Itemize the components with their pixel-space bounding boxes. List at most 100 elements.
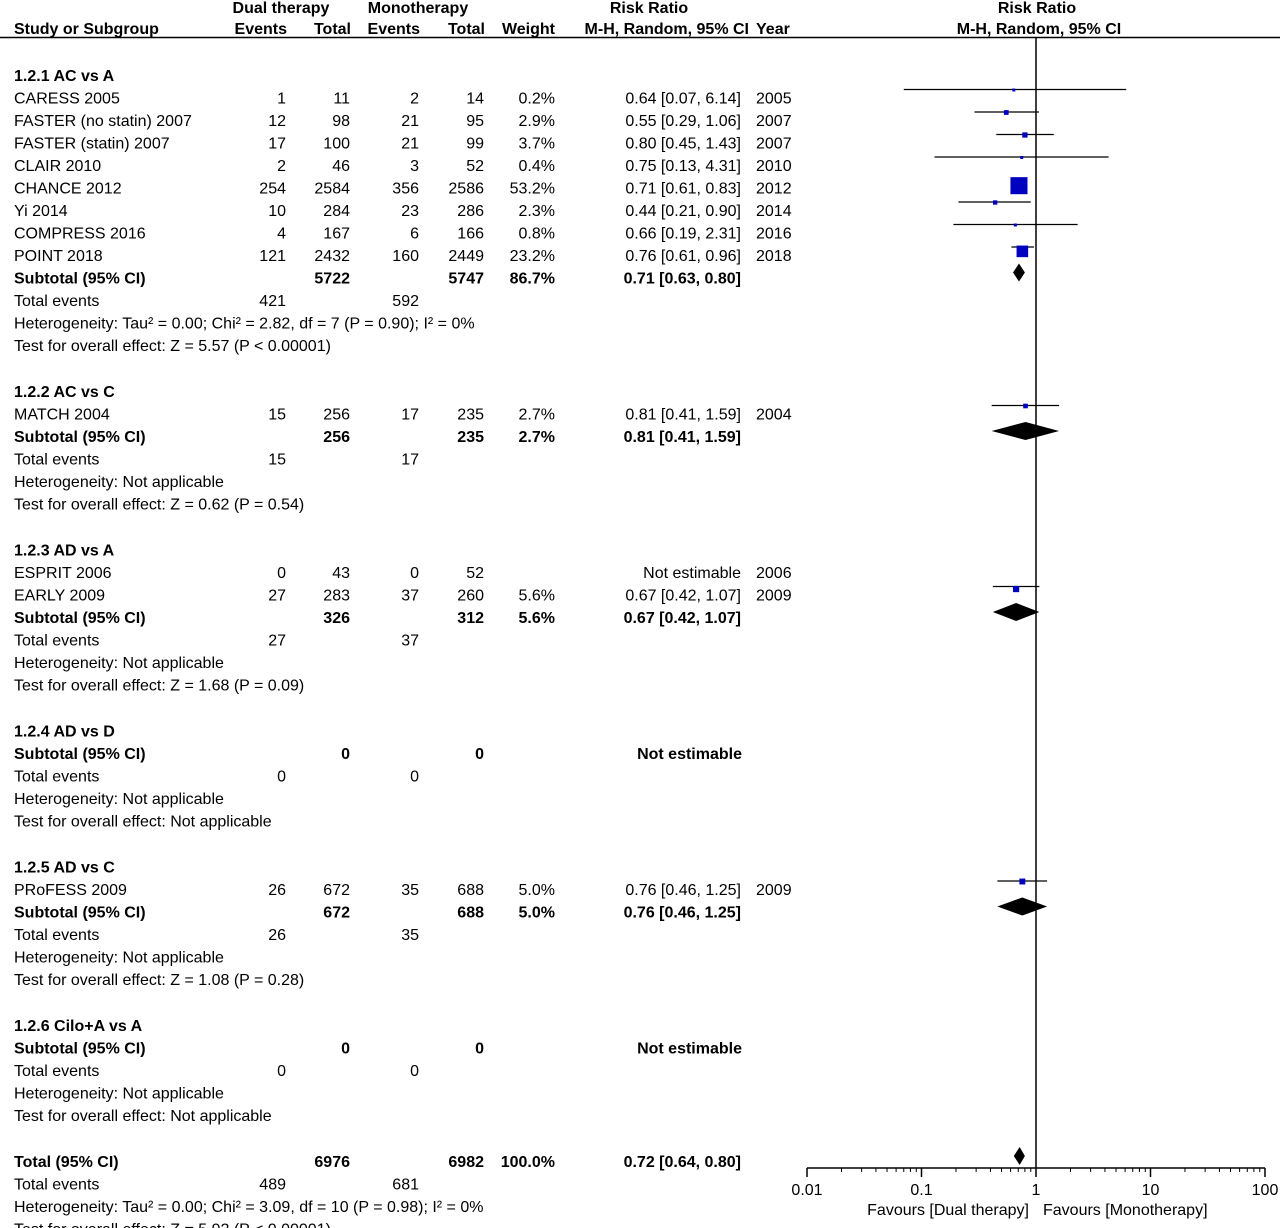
x-tick-label: 10 — [1142, 1182, 1160, 1199]
overall-diamond — [1013, 1147, 1025, 1165]
events-mono: 160 — [392, 248, 419, 265]
total-dual: 284 — [323, 203, 350, 220]
subtotal-row: Subtotal (95% CI) 326 312 5.6% 0.67 [0.42, 1… — [14, 610, 741, 627]
study-marker — [1010, 177, 1028, 195]
note-text: Heterogeneity: Tau² = 0.00; Chi² = 3.09,… — [14, 1199, 483, 1216]
total-dual: 672 — [323, 882, 350, 899]
total-events-row: Total events 15 17 — [14, 452, 419, 469]
subgroup-label: 1.2.5 AD vs C — [14, 860, 115, 877]
study-marker — [1003, 110, 1009, 115]
events-dual: 15 — [268, 407, 286, 424]
weight-value: 23.2% — [510, 248, 555, 265]
x-tick-label: 100 — [1252, 1182, 1279, 1199]
subtotal-row: Subtotal (95% CI) 672 688 5.0% 0.76 [0.46, 1… — [14, 905, 741, 922]
note-text: Heterogeneity: Not applicable — [14, 655, 224, 672]
risk-ratio-ci: 0.44 [0.21, 0.90] — [625, 203, 741, 220]
year-value: 2009 — [756, 588, 792, 605]
events-mono: 35 — [401, 927, 419, 944]
group-header-mono: Monotherapy — [368, 0, 469, 17]
events-mono: 3 — [410, 158, 419, 175]
risk-ratio-ci: 0.66 [0.19, 2.31] — [625, 226, 741, 243]
col-header-total-dual: Total — [314, 21, 351, 38]
weight-value: 0.2% — [519, 91, 555, 108]
total-dual: 0 — [341, 1041, 350, 1058]
col-header-events-mono: Events — [368, 21, 421, 38]
total-events-row: Total events 421 592 — [14, 293, 419, 310]
risk-ratio-ci: 0.80 [0.45, 1.43] — [625, 136, 741, 153]
year-value: 2014 — [756, 203, 792, 220]
weight-value: 3.7% — [519, 136, 555, 153]
total-mono: 52 — [466, 565, 484, 582]
events-dual: 0 — [277, 565, 286, 582]
note-text: Heterogeneity: Not applicable — [14, 950, 224, 967]
study-row: FASTER (statin) 2007 17 100 21 99 3.7% 0.80 [0… — [14, 136, 792, 153]
total-mono: 312 — [457, 610, 484, 627]
total-dual: 100 — [323, 136, 350, 153]
study-row: COMPRESS 2016 4 167 6 166 0.8% 0.66 [0.19, 2.3… — [14, 226, 792, 243]
total-mono: 5747 — [448, 271, 484, 288]
total-dual: 11 — [333, 91, 350, 108]
weight-value: 5.6% — [519, 588, 555, 605]
x-tick-label: 0.1 — [910, 1182, 932, 1199]
risk-ratio-ci: 0.71 [0.63, 0.80] — [624, 271, 741, 288]
note-text: Heterogeneity: Not applicable — [14, 1086, 224, 1103]
study-row: POINT 2018 121 2432 160 2449 23.2% 0.76 [0.61,… — [14, 248, 792, 265]
year-value: 2007 — [756, 136, 792, 153]
study-marker — [1022, 132, 1028, 138]
row-label: Total events — [14, 452, 99, 469]
subtotal-row: Subtotal (95% CI) 0 0 Not estimable — [14, 746, 742, 763]
row-label: POINT 2018 — [14, 248, 103, 265]
row-label: CLAIR 2010 — [14, 158, 101, 175]
year-value: 2006 — [756, 565, 792, 582]
total-mono: 0 — [475, 746, 484, 763]
total-events-row: Total events 26 35 — [14, 927, 419, 944]
events-mono: 17 — [401, 452, 419, 469]
total-mono: 286 — [457, 203, 484, 220]
year-value: 2010 — [756, 158, 792, 175]
row-label: COMPRESS 2016 — [14, 226, 146, 243]
col-header-study: Study or Subgroup — [14, 21, 159, 38]
year-value: 2007 — [756, 113, 792, 130]
row-label: Total events — [14, 1063, 99, 1080]
year-value: 2018 — [756, 248, 792, 265]
total-dual: 2432 — [314, 248, 350, 265]
total-events-row: Total events 27 37 — [14, 633, 419, 650]
total-mono: 99 — [466, 136, 484, 153]
total-events-row: Total events 489 681 — [14, 1177, 419, 1194]
study-row: CHANCE 2012 254 2584 356 2586 53.2% 0.71 [0.61… — [14, 181, 792, 198]
events-mono: 17 — [401, 407, 419, 424]
total-mono: 2449 — [448, 248, 484, 265]
events-mono: 681 — [392, 1177, 419, 1194]
col-header-year: Year — [756, 21, 790, 38]
events-mono: 21 — [401, 113, 419, 130]
subgroup-header-row: 1.2.3 AD vs A — [14, 543, 115, 560]
note-text: Test for overall effect: Z = 5.92 (P < 0… — [14, 1222, 331, 1228]
events-mono: 21 — [401, 136, 419, 153]
subgroup-header-row: 1.2.4 AD vs D — [14, 724, 115, 741]
row-label: Subtotal (95% CI) — [14, 429, 146, 446]
subgroup-label: 1.2.3 AD vs A — [14, 543, 115, 560]
events-dual: 26 — [268, 882, 286, 899]
weight-value: 2.3% — [519, 203, 555, 220]
note-row: Heterogeneity: Tau² = 0.00; Chi² = 2.82,… — [14, 316, 475, 333]
subtotal-row: Subtotal (95% CI) 5722 5747 86.7% 0.71 [0.63… — [14, 271, 741, 288]
subgroup-label: 1.2.1 AC vs A — [14, 68, 115, 85]
row-label: Subtotal (95% CI) — [14, 610, 146, 627]
row-label: CARESS 2005 — [14, 91, 120, 108]
events-dual: 2 — [277, 158, 286, 175]
plot-header-title: Risk Ratio — [998, 0, 1076, 17]
col-header-events-dual: Events — [235, 21, 288, 38]
row-label: Subtotal (95% CI) — [14, 905, 146, 922]
total-dual: 167 — [323, 226, 350, 243]
study-row: CARESS 2005 1 11 2 14 0.2% 0.64 [0.07, 6.14] 20… — [14, 91, 792, 108]
row-label: ESPRIT 2006 — [14, 565, 112, 582]
note-text: Heterogeneity: Tau² = 0.00; Chi² = 2.82,… — [14, 316, 475, 333]
risk-ratio-ci: 0.72 [0.64, 0.80] — [624, 1154, 741, 1171]
events-dual: 489 — [259, 1177, 286, 1194]
plot-header-method: M-H, Random, 95% CI — [957, 21, 1121, 38]
total-dual: 256 — [323, 429, 350, 446]
events-dual: 421 — [259, 293, 286, 310]
note-row: Heterogeneity: Not applicable — [14, 1086, 224, 1103]
row-label: PRoFESS 2009 — [14, 882, 127, 899]
